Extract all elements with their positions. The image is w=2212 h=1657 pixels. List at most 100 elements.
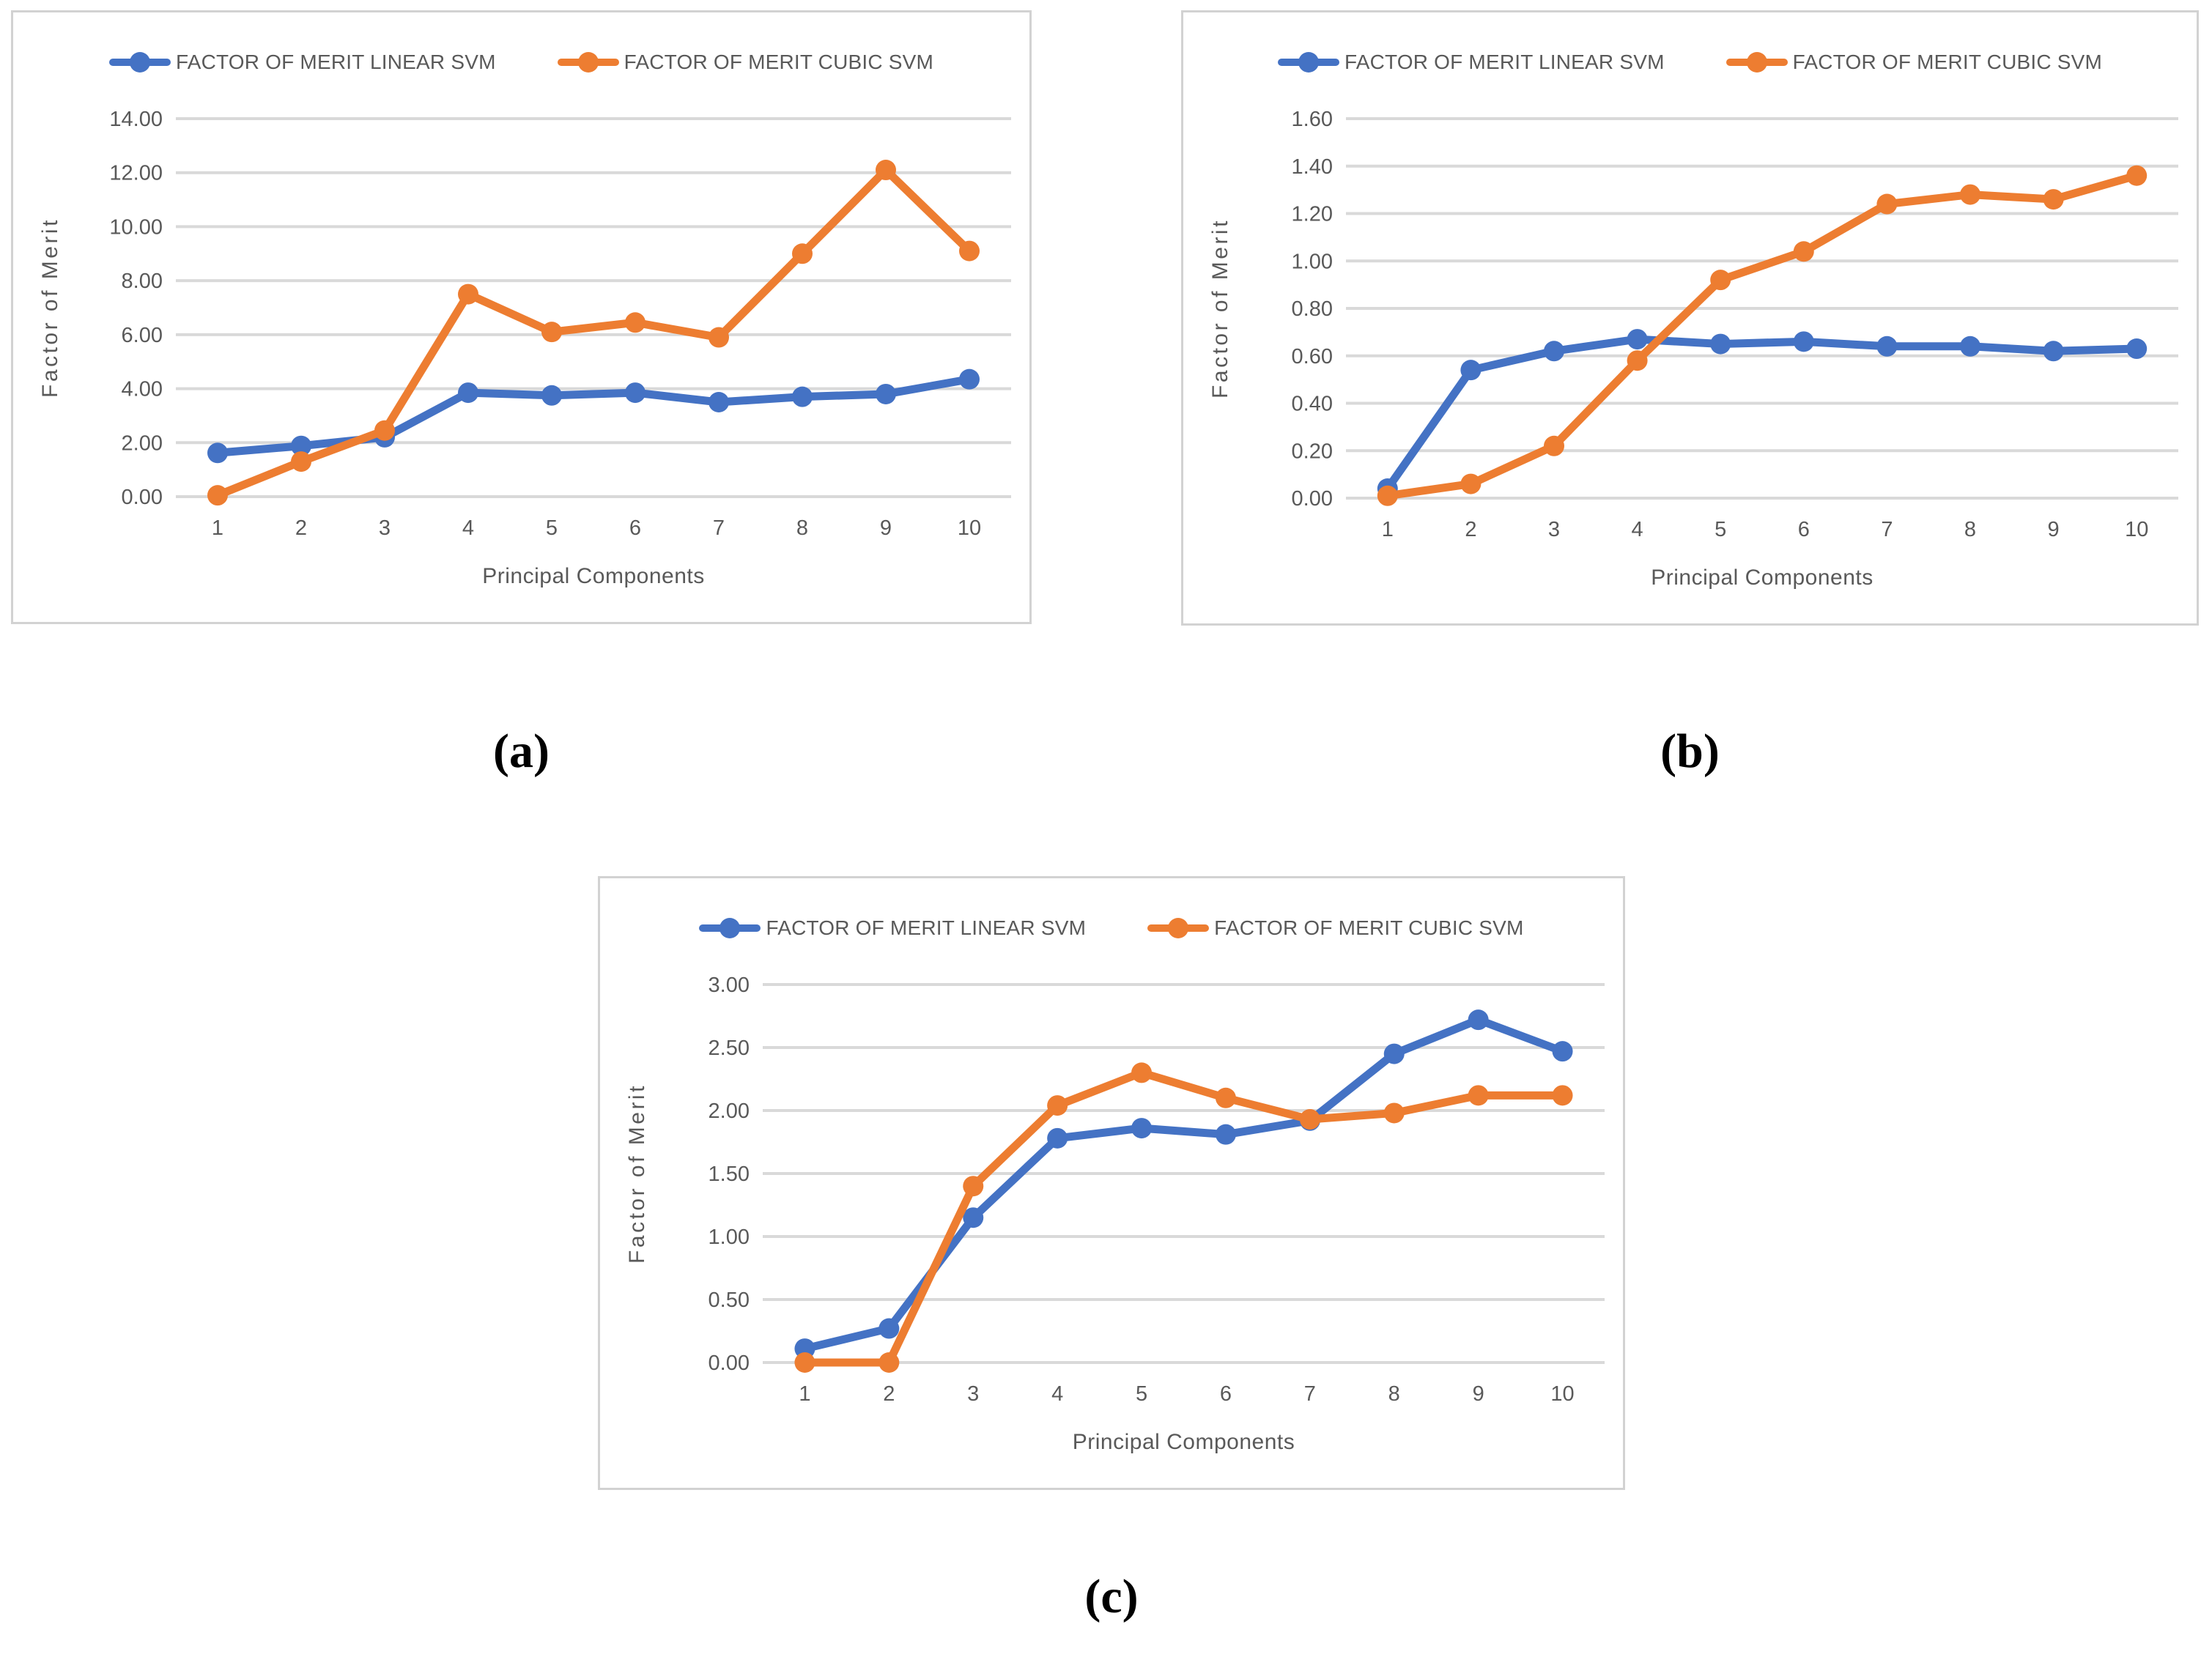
legend-item-cubic-svm: FACTOR OF MERIT CUBIC SVM [1725, 51, 2103, 74]
x-tick-label: 9 [880, 516, 892, 540]
y-tick-label: 0.00 [122, 486, 163, 509]
chart-panel-c: FACTOR OF MERIT LINEAR SVM FACTOR OF MERI… [598, 876, 1625, 1490]
gridlines [1346, 117, 2178, 500]
data-point [1047, 1095, 1068, 1116]
data-point [1468, 1009, 1489, 1031]
x-tick-label: 8 [1388, 1382, 1400, 1406]
x-tick-labels: 1 2 3 4 5 6 7 8 9 10 [1382, 518, 2149, 541]
line-marker-icon [699, 916, 761, 940]
y-tick-label: 8.00 [122, 270, 163, 293]
x-tick-label: 10 [2125, 518, 2148, 541]
data-point [625, 312, 646, 333]
series-line [213, 375, 974, 457]
data-point [1544, 435, 1564, 456]
data-point [541, 322, 562, 343]
x-tick-label: 2 [1465, 518, 1476, 541]
legend: FACTOR OF MERIT LINEAR SVM FACTOR OF MERI… [600, 916, 1623, 940]
x-tick-label: 7 [713, 516, 725, 540]
x-tick-labels: 1 2 3 4 5 6 7 8 9 10 [212, 516, 981, 540]
line-marker-icon [108, 51, 171, 74]
y-tick-label: 2.00 [122, 431, 163, 455]
line-marker-icon [1725, 51, 1788, 74]
y-tick-label: 2.00 [709, 1100, 750, 1123]
data-point [1710, 270, 1731, 291]
x-tick-label: 8 [1964, 518, 1976, 541]
data-point [963, 1176, 984, 1197]
data-point [709, 327, 729, 348]
x-tick-label: 5 [1715, 518, 1726, 541]
x-tick-label: 4 [462, 516, 474, 540]
data-point [1544, 341, 1564, 362]
data-point [1627, 350, 1648, 371]
y-tick-label: 1.20 [1292, 203, 1333, 226]
y-tick-label: 12.00 [109, 162, 163, 185]
data-point [1383, 1043, 1405, 1064]
data-point [792, 386, 813, 407]
legend: FACTOR OF MERIT LINEAR SVM FACTOR OF MERI… [13, 51, 1029, 74]
series-cubic-svm [207, 160, 980, 506]
x-tick-label: 3 [967, 1382, 979, 1406]
y-tick-label: 0.80 [1292, 297, 1333, 321]
data-point [876, 383, 896, 404]
x-tick-label: 2 [883, 1382, 895, 1406]
y-tick-label: 1.50 [709, 1163, 750, 1186]
data-point [207, 485, 228, 506]
subfigure-label-a: (a) [493, 724, 550, 778]
x-tick-label: 3 [379, 516, 391, 540]
data-point [1552, 1085, 1573, 1106]
data-point [1876, 336, 1898, 357]
legend-label: FACTOR OF MERIT LINEAR SVM [766, 916, 1087, 939]
series-line [1383, 335, 2141, 493]
x-tick-label: 5 [1136, 1382, 1147, 1406]
data-point [878, 1352, 900, 1373]
y-axis-title: Factor of Merit [1208, 218, 1232, 399]
x-tick-label: 9 [2048, 518, 2060, 541]
y-tick-label: 0.60 [1292, 345, 1333, 368]
data-point [2126, 165, 2148, 186]
legend-item-linear-svm: FACTOR OF MERIT LINEAR SVM [699, 916, 1086, 940]
y-tick-label: 4.00 [122, 378, 163, 401]
data-point [1131, 1062, 1153, 1083]
x-tick-label: 1 [212, 516, 223, 540]
data-point [792, 243, 813, 264]
data-point [2126, 338, 2148, 360]
legend-label: FACTOR OF MERIT CUBIC SVM [1792, 51, 2103, 73]
y-axis-title: Factor of Merit [625, 1083, 649, 1264]
data-point [207, 442, 228, 464]
legend-label: FACTOR OF MERIT LINEAR SVM [1344, 51, 1665, 73]
data-point [1047, 1127, 1068, 1149]
data-point [374, 420, 395, 441]
data-point [709, 392, 729, 412]
x-tick-label: 1 [799, 1382, 810, 1406]
data-point [1627, 329, 1648, 350]
x-tick-label: 6 [1798, 518, 1810, 541]
x-tick-label: 6 [1220, 1382, 1232, 1406]
data-point [291, 435, 311, 456]
data-point [1710, 333, 1731, 355]
data-point [1383, 1102, 1405, 1124]
line-marker-icon [1147, 916, 1210, 940]
line-marker-icon [1277, 51, 1339, 74]
legend-label: FACTOR OF MERIT CUBIC SVM [624, 51, 934, 73]
x-tick-label: 10 [1550, 1382, 1574, 1406]
y-tick-label: 0.40 [1292, 393, 1333, 416]
x-tick-label: 2 [295, 516, 307, 540]
y-tick-labels: 0.00 0.20 0.40 0.60 0.80 1.00 1.20 1.40 1.60 [1292, 108, 1333, 511]
y-tick-label: 1.00 [709, 1226, 750, 1249]
y-tick-label: 0.00 [1292, 487, 1333, 511]
chart-panel-b: FACTOR OF MERIT LINEAR SVM FACTOR OF MERI… [1181, 10, 2199, 626]
data-point [1793, 331, 1814, 352]
y-tick-label: 0.50 [709, 1289, 750, 1312]
chart-a-plot: 0.00 2.00 4.00 6.00 8.00 10.00 12.00 14.00 1 2 3 4 5… [38, 108, 1011, 588]
x-tick-label: 4 [1051, 1382, 1063, 1406]
subfigure-label-c: (c) [1084, 1570, 1139, 1623]
y-tick-labels: 0.00 2.00 4.00 6.00 8.00 10.00 12.00 14.00 [109, 108, 163, 509]
data-point [963, 1207, 984, 1228]
y-tick-label: 14.00 [109, 108, 163, 131]
data-point [876, 160, 896, 181]
data-point [1960, 184, 1980, 205]
x-axis-title: Principal Components [1073, 1430, 1295, 1454]
y-axis-title: Factor of Merit [38, 218, 62, 398]
legend-item-cubic-svm: FACTOR OF MERIT CUBIC SVM [557, 51, 934, 74]
